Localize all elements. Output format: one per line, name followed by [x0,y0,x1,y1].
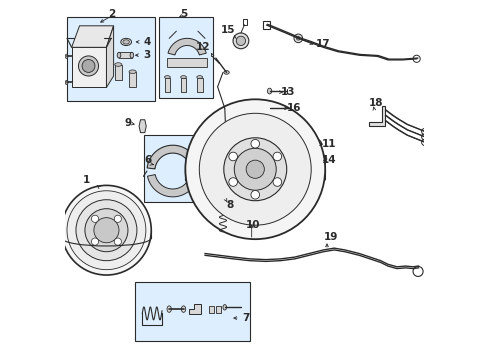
Circle shape [94,218,119,243]
Text: 14: 14 [321,155,335,165]
Ellipse shape [115,63,122,66]
Text: 19: 19 [323,232,337,242]
Polygon shape [164,78,170,92]
Circle shape [236,36,245,45]
Circle shape [272,178,281,186]
Ellipse shape [223,305,226,310]
Polygon shape [129,72,136,87]
Ellipse shape [180,76,186,78]
Ellipse shape [121,39,131,45]
Ellipse shape [167,306,171,312]
Polygon shape [180,78,186,92]
Circle shape [114,238,121,245]
Polygon shape [139,120,146,133]
Circle shape [228,178,237,186]
Polygon shape [368,107,385,126]
Circle shape [76,200,137,261]
FancyBboxPatch shape [159,17,212,98]
Ellipse shape [117,52,121,58]
Polygon shape [167,58,206,67]
Circle shape [78,56,99,76]
FancyBboxPatch shape [144,135,198,202]
Circle shape [234,148,276,190]
Circle shape [250,190,259,199]
Circle shape [185,99,325,239]
Polygon shape [115,64,122,80]
Text: 16: 16 [286,103,301,113]
Text: 11: 11 [321,139,335,149]
Circle shape [199,113,310,225]
Circle shape [245,160,264,178]
Polygon shape [119,52,132,58]
Text: 5: 5 [180,9,187,19]
Polygon shape [188,304,201,315]
Ellipse shape [65,80,68,85]
Text: 9: 9 [124,118,131,128]
Circle shape [61,185,151,275]
Ellipse shape [181,306,185,312]
Text: 4: 4 [136,37,150,47]
Text: 8: 8 [226,200,233,210]
Text: 6: 6 [144,155,151,165]
Circle shape [233,33,248,49]
FancyBboxPatch shape [135,282,249,341]
Text: 12: 12 [196,42,210,52]
FancyBboxPatch shape [306,155,325,166]
Text: 10: 10 [246,220,260,230]
Ellipse shape [267,105,272,111]
Ellipse shape [65,54,68,58]
Ellipse shape [224,71,229,74]
Text: 18: 18 [368,98,383,108]
Circle shape [272,152,281,161]
Circle shape [296,37,300,40]
Polygon shape [215,306,221,313]
Circle shape [67,191,145,270]
Ellipse shape [196,76,202,78]
Polygon shape [196,78,202,92]
Circle shape [293,34,302,42]
Circle shape [228,152,237,161]
Ellipse shape [164,76,170,78]
Circle shape [82,59,95,72]
Ellipse shape [267,88,271,94]
Text: 17: 17 [315,40,330,49]
Polygon shape [147,175,198,197]
Circle shape [250,139,259,148]
Circle shape [91,238,99,245]
Ellipse shape [122,40,129,44]
FancyBboxPatch shape [67,17,155,101]
Circle shape [224,138,286,201]
Text: 1: 1 [83,175,90,185]
Text: 15: 15 [220,25,234,35]
Polygon shape [106,26,113,87]
Ellipse shape [130,52,133,58]
Circle shape [85,209,128,252]
Text: 13: 13 [281,87,295,97]
Ellipse shape [129,70,136,73]
Polygon shape [208,306,214,313]
Circle shape [114,215,121,222]
Text: 3: 3 [135,50,150,60]
Polygon shape [147,145,198,169]
Polygon shape [72,47,106,87]
Text: 7: 7 [233,313,249,323]
Polygon shape [168,39,206,55]
Circle shape [91,215,99,222]
Text: 2: 2 [108,9,115,19]
Polygon shape [72,26,113,47]
